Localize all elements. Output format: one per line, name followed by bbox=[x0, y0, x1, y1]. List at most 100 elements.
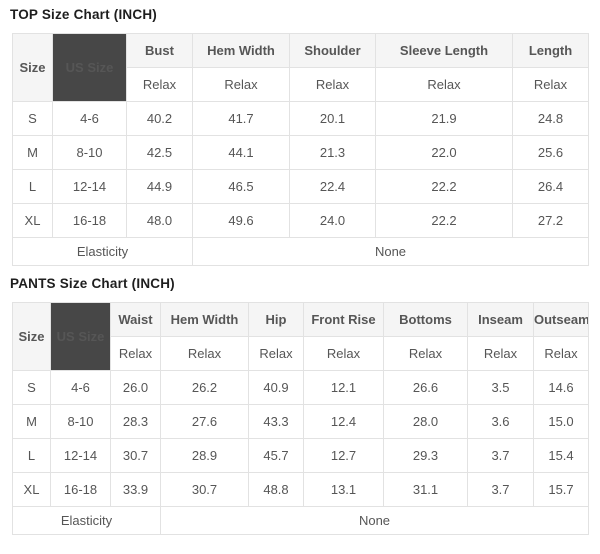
relax-subheader: Relax bbox=[110, 336, 161, 371]
value-cell: 43.3 bbox=[248, 404, 304, 439]
size-cell: S bbox=[12, 370, 51, 405]
value-cell: 41.7 bbox=[192, 101, 290, 136]
value-cell: 22.0 bbox=[375, 135, 513, 170]
relax-subheader: Relax bbox=[533, 336, 589, 371]
us-size-col-header: US Size bbox=[50, 302, 111, 371]
size-col-header: Size bbox=[12, 33, 53, 102]
relax-row: Relax Relax Relax Relax Relax Relax Rela… bbox=[13, 336, 589, 371]
col-header-length: Length bbox=[512, 33, 589, 68]
value-cell: 21.9 bbox=[375, 101, 513, 136]
value-cell: 13.1 bbox=[303, 472, 384, 507]
elasticity-value: None bbox=[192, 237, 589, 266]
us-size-cell: 16-18 bbox=[52, 203, 127, 238]
value-cell: 40.2 bbox=[126, 101, 193, 136]
size-cell: S bbox=[12, 101, 53, 136]
col-header-bust: Bust bbox=[126, 33, 193, 68]
value-cell: 22.4 bbox=[289, 169, 376, 204]
value-cell: 25.6 bbox=[512, 135, 589, 170]
value-cell: 12.7 bbox=[303, 438, 384, 473]
us-size-cell: 12-14 bbox=[50, 438, 111, 473]
value-cell: 26.0 bbox=[110, 370, 161, 405]
value-cell: 15.0 bbox=[533, 404, 589, 439]
value-cell: 12.1 bbox=[303, 370, 384, 405]
table-row: L 12-14 44.9 46.5 22.4 22.2 26.4 bbox=[12, 169, 589, 204]
table-row: S 4-6 26.0 26.2 40.9 12.1 26.6 3.5 14.6 bbox=[12, 370, 589, 405]
relax-subheader: Relax bbox=[289, 67, 376, 102]
col-header-hem-width: Hem Width bbox=[192, 33, 290, 68]
col-header-sleeve-length: Sleeve Length bbox=[375, 33, 513, 68]
value-cell: 30.7 bbox=[160, 472, 249, 507]
value-cell: 49.6 bbox=[192, 203, 290, 238]
value-cell: 24.0 bbox=[289, 203, 376, 238]
relax-subheader: Relax bbox=[467, 336, 534, 371]
value-cell: 24.8 bbox=[512, 101, 589, 136]
value-cell: 33.9 bbox=[110, 472, 161, 507]
pants-chart-title: PANTS Size Chart (INCH) bbox=[10, 276, 175, 291]
top-chart-title: TOP Size Chart (INCH) bbox=[10, 7, 157, 22]
value-cell: 3.5 bbox=[467, 370, 534, 405]
value-cell: 3.7 bbox=[467, 472, 534, 507]
size-cell: XL bbox=[12, 472, 51, 507]
relax-subheader: Relax bbox=[512, 67, 589, 102]
col-header-shoulder: Shoulder bbox=[289, 33, 376, 68]
value-cell: 44.1 bbox=[192, 135, 290, 170]
value-cell: 28.9 bbox=[160, 438, 249, 473]
size-cell: XL bbox=[12, 203, 53, 238]
value-cell: 12.4 bbox=[303, 404, 384, 439]
table-row: XL 16-18 33.9 30.7 48.8 13.1 31.1 3.7 15… bbox=[12, 472, 589, 507]
relax-subheader: Relax bbox=[375, 67, 513, 102]
col-header-hip: Hip bbox=[248, 302, 304, 337]
value-cell: 15.4 bbox=[533, 438, 589, 473]
size-cell: L bbox=[12, 438, 51, 473]
elasticity-value: None bbox=[160, 506, 589, 535]
value-cell: 27.6 bbox=[160, 404, 249, 439]
value-cell: 40.9 bbox=[248, 370, 304, 405]
size-chart-page: TOP Size Chart (INCH) Size US Size Bust … bbox=[10, 7, 589, 535]
value-cell: 20.1 bbox=[289, 101, 376, 136]
value-cell: 3.7 bbox=[467, 438, 534, 473]
col-header-inseam: Inseam bbox=[467, 302, 534, 337]
pants-size-table: Size US Size Waist Hem Width Hip Front R… bbox=[12, 302, 589, 535]
elasticity-row: Elasticity None bbox=[12, 237, 589, 266]
us-size-cell: 4-6 bbox=[50, 370, 111, 405]
relax-subheader: Relax bbox=[160, 336, 249, 371]
value-cell: 45.7 bbox=[248, 438, 304, 473]
value-cell: 48.8 bbox=[248, 472, 304, 507]
relax-subheader: Relax bbox=[126, 67, 193, 102]
elasticity-label: Elasticity bbox=[12, 506, 161, 535]
value-cell: 46.5 bbox=[192, 169, 290, 204]
value-cell: 21.3 bbox=[289, 135, 376, 170]
relax-subheader: Relax bbox=[303, 336, 384, 371]
table-row: S 4-6 40.2 41.7 20.1 21.9 24.8 bbox=[12, 101, 589, 136]
value-cell: 22.2 bbox=[375, 169, 513, 204]
top-size-table: Size US Size Bust Hem Width Shoulder Sle… bbox=[12, 33, 589, 266]
relax-row: Relax Relax Relax Relax Relax bbox=[13, 67, 589, 102]
value-cell: 22.2 bbox=[375, 203, 513, 238]
col-header-hem-width: Hem Width bbox=[160, 302, 249, 337]
size-cell: M bbox=[12, 135, 53, 170]
value-cell: 30.7 bbox=[110, 438, 161, 473]
elasticity-row: Elasticity None bbox=[12, 506, 589, 535]
value-cell: 14.6 bbox=[533, 370, 589, 405]
size-cell: M bbox=[12, 404, 51, 439]
us-size-cell: 8-10 bbox=[52, 135, 127, 170]
value-cell: 15.7 bbox=[533, 472, 589, 507]
table-row: L 12-14 30.7 28.9 45.7 12.7 29.3 3.7 15.… bbox=[12, 438, 589, 473]
us-size-col-header: US Size bbox=[52, 33, 127, 102]
table-row: M 8-10 28.3 27.6 43.3 12.4 28.0 3.6 15.0 bbox=[12, 404, 589, 439]
value-cell: 29.3 bbox=[383, 438, 468, 473]
size-col-header: Size bbox=[12, 302, 51, 371]
value-cell: 26.2 bbox=[160, 370, 249, 405]
us-size-cell: 12-14 bbox=[52, 169, 127, 204]
col-header-waist: Waist bbox=[110, 302, 161, 337]
us-size-cell: 16-18 bbox=[50, 472, 111, 507]
value-cell: 42.5 bbox=[126, 135, 193, 170]
header-row: Size US Size Bust Hem Width Shoulder Sle… bbox=[12, 33, 589, 102]
value-cell: 44.9 bbox=[126, 169, 193, 204]
value-cell: 48.0 bbox=[126, 203, 193, 238]
value-cell: 3.6 bbox=[467, 404, 534, 439]
header-row: Size US Size Waist Hem Width Hip Front R… bbox=[12, 302, 589, 371]
value-cell: 26.4 bbox=[512, 169, 589, 204]
value-cell: 28.0 bbox=[383, 404, 468, 439]
size-cell: L bbox=[12, 169, 53, 204]
